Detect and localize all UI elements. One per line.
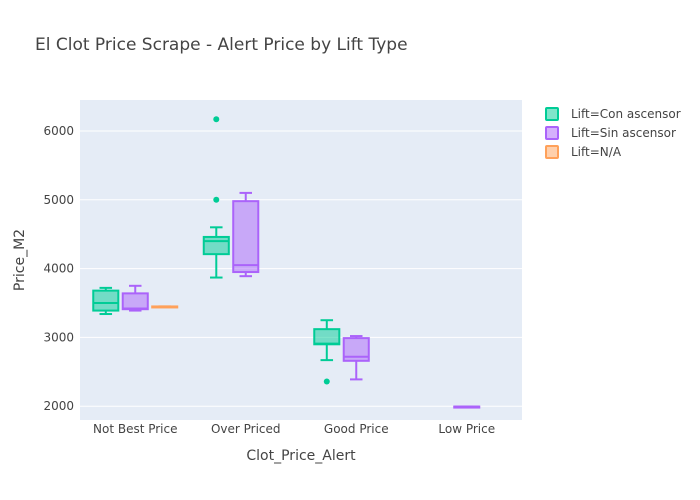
grid-lines — [80, 130, 522, 407]
y-axis-ticks: 2000 3000 4000 5000 6000 — [43, 124, 74, 413]
y-tick-label: 2000 — [43, 399, 74, 413]
chart-title: El Clot Price Scrape - Alert Price by Li… — [35, 35, 408, 55]
outlier-point — [323, 378, 330, 385]
x-tick-label: Good Price — [324, 422, 389, 436]
x-axis-title: Clot_Price_Alert — [246, 448, 356, 464]
x-tick-label: Low Price — [438, 422, 495, 436]
box-not-best-price — [121, 284, 149, 312]
x-axis-ticks: Not Best Price Over Priced Good Price Low P… — [93, 422, 495, 436]
legend-label: Lift=N/A — [571, 145, 622, 159]
legend-item-lift-n-a: Lift=N/A — [545, 145, 622, 159]
y-tick-label: 3000 — [43, 330, 74, 344]
box-low-price — [453, 405, 481, 409]
series-lift-sin-ascensor — [121, 191, 481, 409]
box-iqr — [202, 235, 230, 256]
box-iqr — [92, 289, 120, 312]
legend-swatch — [545, 126, 559, 140]
box-over-priced — [202, 116, 230, 279]
x-tick-label: Over Priced — [211, 422, 281, 436]
legend-swatch — [545, 145, 559, 159]
legend-item-lift-sin-ascensor: Lift=Sin ascensor — [545, 126, 676, 140]
legend-item-lift-con-ascensor: Lift=Con ascensor — [545, 107, 681, 121]
series-lift-n-a — [151, 305, 179, 309]
box-good-price — [342, 335, 370, 381]
legend-swatch — [545, 107, 559, 121]
outlier-point — [213, 116, 220, 123]
y-tick-label: 4000 — [43, 262, 74, 276]
box-iqr — [121, 292, 149, 311]
box-over-priced — [232, 191, 260, 278]
box-iqr — [313, 328, 341, 346]
y-axis-title: Price_M2 — [12, 229, 28, 291]
legend-label: Lift=Sin ascensor — [571, 126, 676, 140]
x-tick-label: Not Best Price — [93, 422, 178, 436]
box-iqr — [342, 337, 370, 362]
box-not-best-price — [92, 286, 120, 316]
box-series — [92, 116, 481, 409]
plot-area — [80, 100, 522, 420]
box-iqr — [232, 200, 260, 274]
legend-label: Lift=Con ascensor — [571, 107, 681, 121]
y-tick-label: 5000 — [43, 193, 74, 207]
box-not-best-price — [151, 305, 179, 309]
y-tick-label: 6000 — [43, 124, 74, 138]
series-lift-con-ascensor — [92, 116, 341, 385]
box-good-price — [313, 319, 341, 385]
outlier-point — [213, 196, 220, 203]
legend: Lift=Con ascensor Lift=Sin ascensor Lift=N… — [545, 107, 681, 159]
